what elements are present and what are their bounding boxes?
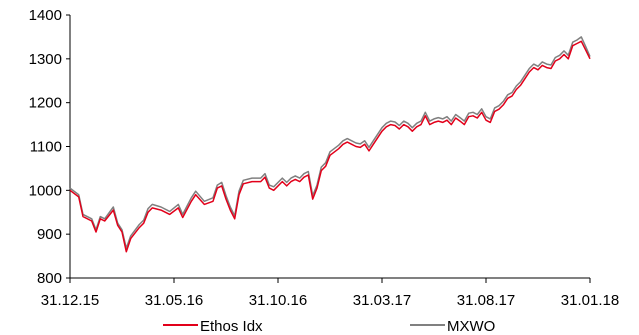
x-axis: 31.12.15 31.05.16 31.10.16 31.03.17 31.08.17… xyxy=(41,277,619,309)
y-axis: 800 900 1000 1100 1200 1300 1400 xyxy=(29,7,71,287)
x-tick-label: 31.03.17 xyxy=(353,292,411,309)
y-tick-label: 1100 xyxy=(30,139,62,156)
series-layer xyxy=(69,36,591,253)
x-tick-label: 31.10.16 xyxy=(249,292,307,309)
x-tick-label: 31.01.18 xyxy=(561,292,619,309)
y-tick-label: 800 xyxy=(37,270,62,287)
legend-item-mxwo: MXWO xyxy=(410,318,495,335)
legend-label-ethos: Ethos Idx xyxy=(200,318,263,335)
y-tick-label: 1400 xyxy=(29,7,62,24)
legend-label-mxwo: MXWO xyxy=(447,318,495,335)
x-tick-label: 31.12.15 xyxy=(41,292,99,309)
x-tick-label: 31.08.17 xyxy=(457,292,515,309)
legend: Ethos Idx MXWO xyxy=(163,318,495,335)
y-tick-label: 1200 xyxy=(29,95,62,112)
x-tick-label: 31.05.16 xyxy=(145,292,203,309)
series-line-mxwo xyxy=(69,36,591,249)
series-line-ethos-idx xyxy=(69,40,591,253)
y-tick-label: 1300 xyxy=(29,51,62,68)
legend-item-ethos: Ethos Idx xyxy=(163,318,263,335)
y-tick-label: 1000 xyxy=(29,182,62,199)
y-tick-label: 900 xyxy=(37,226,62,243)
